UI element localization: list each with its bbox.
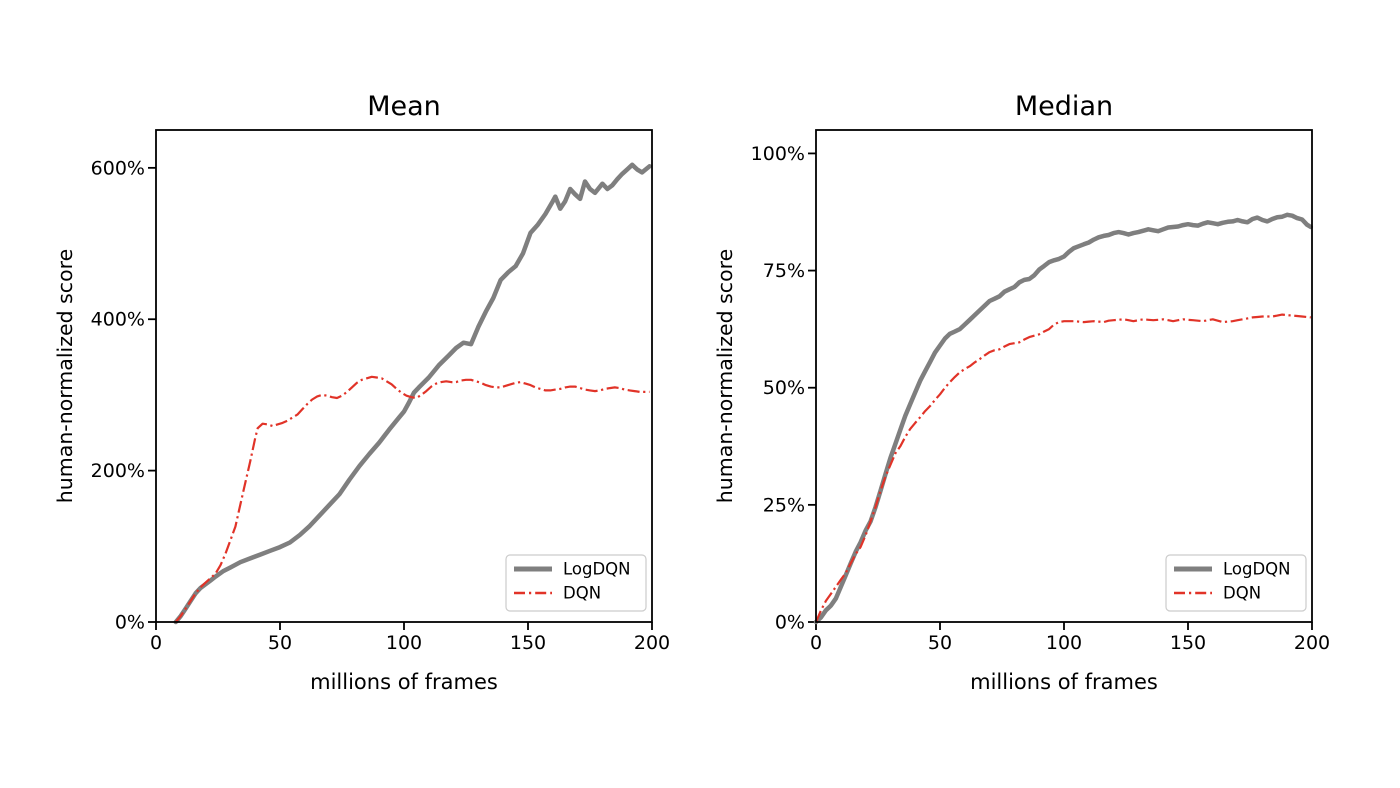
y-axis-tick-label: 200%: [91, 460, 145, 482]
chart-title: Median: [1015, 91, 1113, 122]
plot-border: [815, 129, 1313, 623]
chart-median-plot: Median millions of frames human-normalized…: [713, 91, 1330, 694]
chart-mean: Mean millions of frames human-normalized s…: [53, 91, 670, 694]
legend-label: DQN: [1223, 584, 1261, 603]
y-axis-tick-label: 600%: [91, 157, 145, 179]
legend-label: LogDQN: [563, 560, 631, 579]
x-axis-label: millions of frames: [970, 670, 1158, 694]
chart-mean-plot: Mean millions of frames human-normalized s…: [53, 91, 670, 694]
series-line-dqn: [174, 375, 650, 623]
plot-border: [155, 129, 653, 623]
series-line-dqn: [814, 313, 1311, 623]
x-axis-tick-label: 0: [810, 632, 822, 654]
y-axis-tick-label: 50%: [763, 377, 805, 399]
x-axis-tick-label: 50: [268, 632, 292, 654]
series-line-logdqn: [813, 212, 1314, 625]
y-axis-tick-label: 400%: [91, 309, 145, 331]
series-line-logdqn: [173, 162, 652, 625]
y-axis-tick-label: 0%: [775, 612, 805, 634]
y-axis-label: human-normalized score: [53, 249, 77, 503]
x-axis-tick-label: 200: [1294, 632, 1330, 654]
y-axis-tick-label: 75%: [763, 260, 805, 282]
x-axis-tick-label: 150: [510, 632, 546, 654]
x-axis-tick-label: 100: [386, 632, 422, 654]
y-axis-tick-label: 100%: [751, 143, 805, 165]
chart-median: Median millions of frames human-normalized…: [700, 0, 1400, 788]
y-axis-tick-label: 0%: [115, 612, 145, 634]
x-axis-label: millions of frames: [310, 670, 498, 694]
y-axis-label: human-normalized score: [713, 249, 737, 503]
x-axis-tick-label: 150: [1170, 632, 1206, 654]
legend-label: DQN: [563, 584, 601, 603]
chart-title: Mean: [367, 91, 441, 122]
legend-label: LogDQN: [1223, 560, 1291, 579]
x-axis-tick-label: 200: [634, 632, 670, 654]
x-axis-tick-label: 100: [1046, 632, 1082, 654]
x-axis-tick-label: 50: [928, 632, 952, 654]
y-axis-tick-label: 25%: [763, 494, 805, 516]
x-axis-tick-label: 0: [150, 632, 162, 654]
